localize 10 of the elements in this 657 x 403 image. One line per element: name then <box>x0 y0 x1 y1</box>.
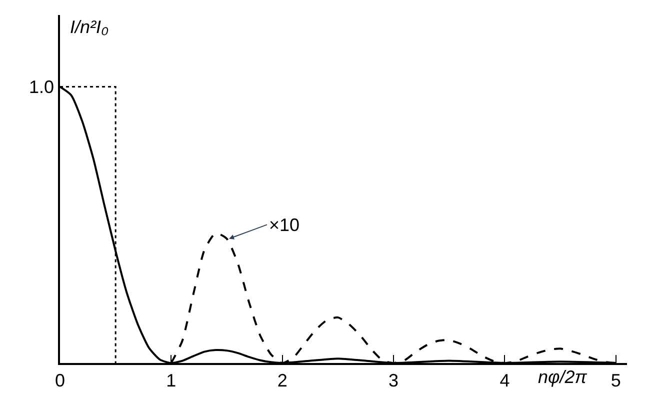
x-tick-label: 1 <box>166 370 176 391</box>
annotation: ×10 <box>269 215 300 235</box>
x-tick-label: 4 <box>500 370 510 391</box>
y-axis-title: I/n²I₀ <box>70 17 110 37</box>
x-axis-title: nφ/2π <box>538 367 588 387</box>
annotation: 1.0 <box>29 77 54 97</box>
x-tick-label: 0 <box>54 370 66 391</box>
x-tick-label: 3 <box>388 370 399 391</box>
x-tick-label: 2 <box>277 370 288 391</box>
x-tick-label: 5 <box>610 370 621 391</box>
